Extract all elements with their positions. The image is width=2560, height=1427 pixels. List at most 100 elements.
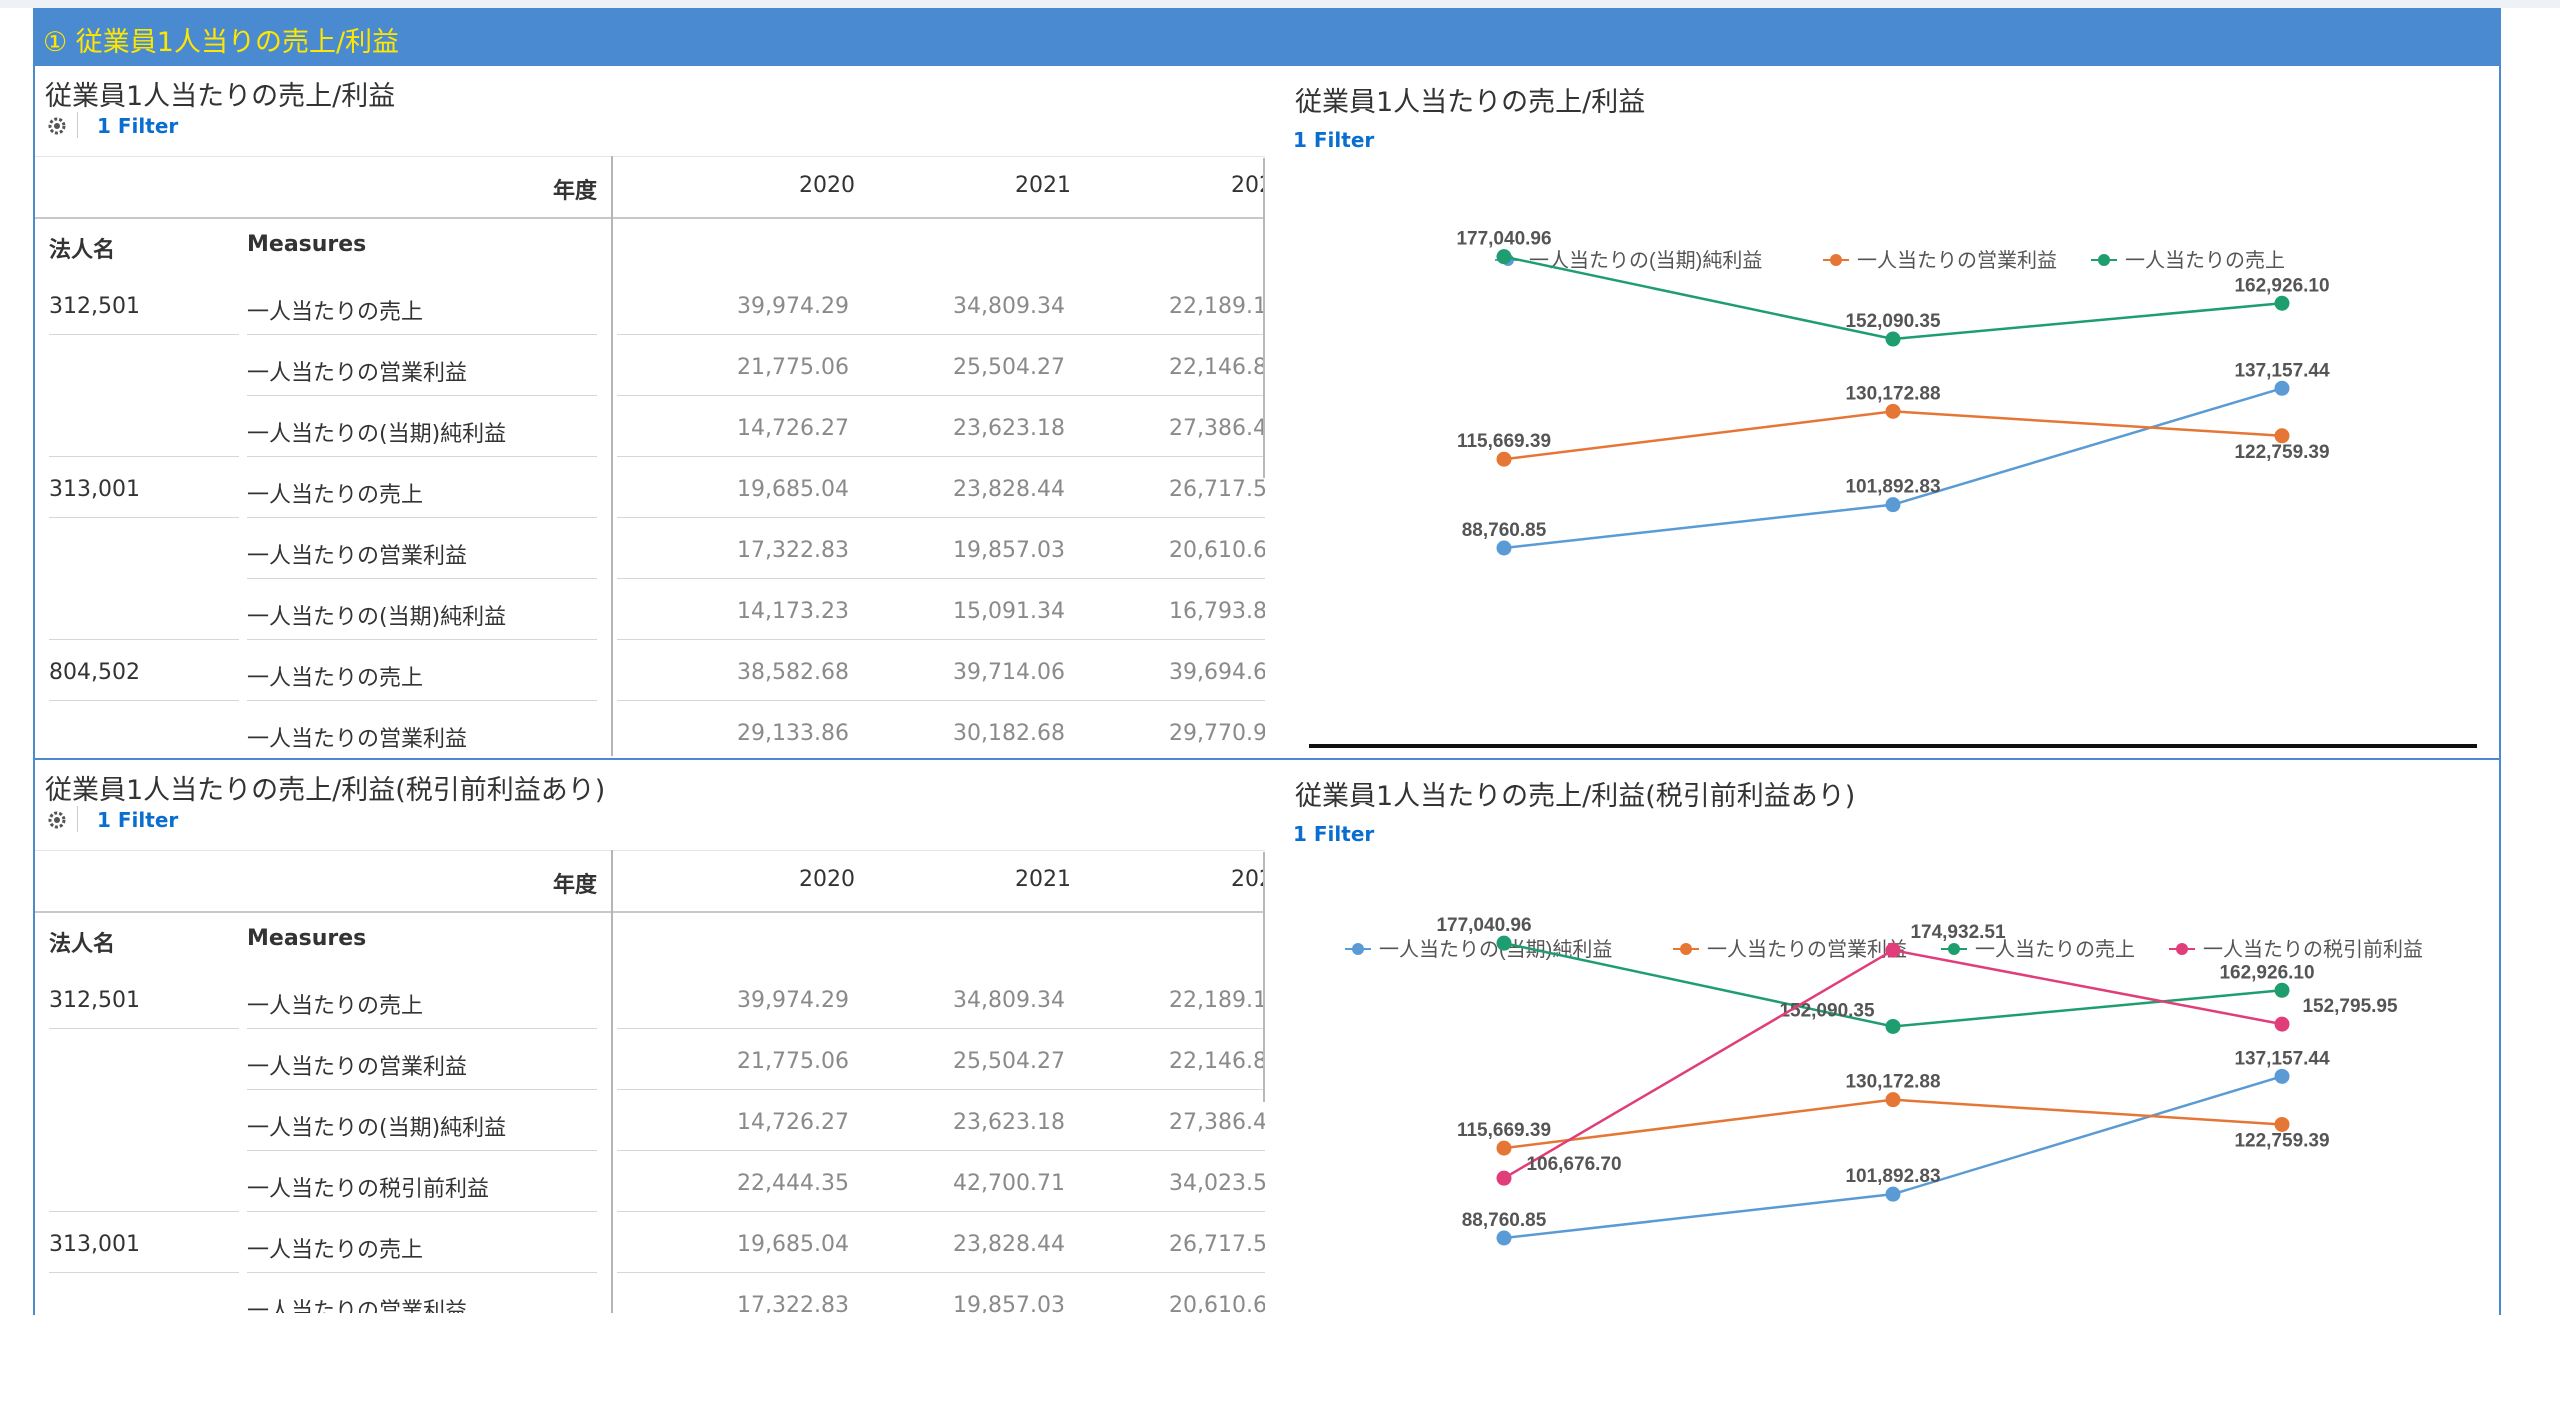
filter-link[interactable]: 1 Filter (97, 808, 179, 832)
value-cell[interactable]: 19,857.03 (953, 1293, 1065, 1313)
legend-item[interactable]: 一人当たりの売上 (2091, 249, 2285, 272)
measure-cell[interactable]: 一人当たりの売上 (247, 666, 424, 691)
legend-item[interactable]: 一人当たりの営業利益 (1823, 249, 2057, 272)
value-cell[interactable]: 17,322.83 (737, 538, 849, 563)
measure-cell[interactable]: 一人当たりの税引前利益 (247, 1177, 490, 1202)
measure-cell[interactable]: 一人当たりの(当期)純利益 (247, 605, 507, 630)
value-cell[interactable]: 38,582.68 (737, 660, 849, 685)
legend-marker (1352, 943, 1364, 955)
measure-cell[interactable]: 一人当たりの営業利益 (247, 361, 468, 386)
value-cell[interactable]: 42,700.71 (953, 1171, 1065, 1196)
filter-link[interactable]: 1 Filter (97, 114, 179, 138)
data-label: 152,795.95 (2302, 996, 2398, 1017)
data-point (1496, 249, 1512, 265)
value-cell[interactable]: 15,091.34 (953, 599, 1065, 624)
year-header[interactable]: 年度 (553, 179, 598, 204)
legend-item[interactable]: 一人当たりの税引前利益 (2169, 938, 2423, 961)
measure-cell[interactable]: 一人当たりの売上 (247, 1238, 424, 1263)
cell-underline (247, 517, 597, 518)
value-cell[interactable]: 22,189.19 (1169, 988, 1265, 1013)
value-cell[interactable]: 30,182.68 (953, 721, 1065, 746)
cell-underline (1051, 456, 1265, 457)
cell-underline (617, 517, 835, 518)
value-cell[interactable]: 22,146.83 (1169, 1049, 1265, 1074)
value-cell[interactable]: 25,504.27 (953, 1049, 1065, 1074)
value-cell[interactable]: 29,133.86 (737, 721, 849, 746)
value-cell[interactable]: 19,857.03 (953, 538, 1065, 563)
legend-item[interactable]: 一人当たりの(当期)純利益 (1345, 938, 1612, 961)
measure-cell[interactable]: 一人当たりの営業利益 (247, 1055, 468, 1080)
entity-cell[interactable]: 312,501 (49, 988, 140, 1013)
year-column-header[interactable]: 2022 (1231, 867, 1265, 892)
year-column-header[interactable]: 2020 (799, 173, 855, 198)
entity-cell[interactable]: 313,001 (49, 1232, 140, 1257)
value-cell[interactable]: 22,189.19 (1169, 294, 1265, 319)
data-label: 88,760.85 (1462, 520, 1547, 541)
scrollbar-thumb[interactable] (1263, 852, 1265, 1102)
legend-marker (2176, 943, 2188, 955)
legend-label: 一人当たりの営業利益 (1707, 938, 1907, 961)
entity-cell[interactable]: 313,001 (49, 477, 140, 502)
value-cell[interactable]: 21,775.06 (737, 1049, 849, 1074)
entity-column-header[interactable]: 法人名 (49, 238, 116, 263)
measure-cell[interactable]: 一人当たりの売上 (247, 483, 424, 508)
measure-cell[interactable]: 一人当たりの売上 (247, 300, 424, 325)
value-cell[interactable]: 17,322.83 (737, 1293, 849, 1313)
settings-icon[interactable] (47, 116, 67, 136)
value-cell[interactable]: 23,623.18 (953, 416, 1065, 441)
value-cell[interactable]: 39,714.06 (953, 660, 1065, 685)
value-cell[interactable]: 19,685.04 (737, 477, 849, 502)
section-header: ① 従業員1人当りの売上/利益 (33, 8, 2501, 66)
year-header[interactable]: 年度 (553, 873, 598, 898)
value-cell[interactable]: 25,504.27 (953, 355, 1065, 380)
value-cell[interactable]: 19,685.04 (737, 1232, 849, 1257)
value-cell[interactable]: 16,793.89 (1169, 599, 1265, 624)
value-cell[interactable]: 29,770.99 (1169, 721, 1265, 746)
entity-cell[interactable]: 804,502 (49, 660, 140, 685)
value-cell[interactable]: 21,775.06 (737, 355, 849, 380)
table-row: 一人当たりの税引前利益 22,444.35 42,700.71 34,023.50 (35, 1153, 1265, 1214)
value-cell[interactable]: 14,726.27 (737, 416, 849, 441)
year-column-header[interactable]: 2020 (799, 867, 855, 892)
filter-link[interactable]: 1 Filter (1293, 822, 1375, 846)
value-cell[interactable]: 14,173.23 (737, 599, 849, 624)
year-column-header[interactable]: 2022 (1231, 173, 1265, 198)
legend-item[interactable]: 一人当たりの売上 (1941, 938, 2135, 961)
value-cell[interactable]: 34,809.34 (953, 294, 1065, 319)
measures-column-header[interactable]: Measures (247, 232, 367, 257)
value-cell[interactable]: 26,717.56 (1169, 1232, 1265, 1257)
value-cell[interactable]: 22,444.35 (737, 1171, 849, 1196)
measure-cell[interactable]: 一人当たりの売上 (247, 994, 424, 1019)
series-line (1503, 948, 2283, 1180)
value-cell[interactable]: 39,694.66 (1169, 660, 1265, 685)
entity-column-header[interactable]: 法人名 (49, 932, 116, 957)
year-column-header[interactable]: 2021 (1015, 173, 1071, 198)
value-cell[interactable]: 39,974.29 (737, 988, 849, 1013)
value-cell[interactable]: 14,726.27 (737, 1110, 849, 1135)
settings-icon[interactable] (47, 810, 67, 830)
value-cell[interactable]: 20,610.69 (1169, 1293, 1265, 1313)
value-cell[interactable]: 20,610.69 (1169, 538, 1265, 563)
measures-column-header[interactable]: Measures (247, 926, 367, 951)
value-cell[interactable]: 23,623.18 (953, 1110, 1065, 1135)
value-cell[interactable]: 27,386.48 (1169, 1110, 1265, 1135)
value-cell[interactable]: 23,828.44 (953, 477, 1065, 502)
value-cell[interactable]: 26,717.56 (1169, 477, 1265, 502)
filter-link[interactable]: 1 Filter (1293, 128, 1375, 152)
value-cell[interactable]: 22,146.83 (1169, 355, 1265, 380)
measure-cell[interactable]: 一人当たりの営業利益 (247, 1299, 468, 1313)
value-cell[interactable]: 39,974.29 (737, 294, 849, 319)
measure-cell[interactable]: 一人当たりの(当期)純利益 (247, 1116, 507, 1141)
legend-item[interactable]: 一人当たりの営業利益 (1673, 938, 1907, 961)
measure-cell[interactable]: 一人当たりの営業利益 (247, 727, 468, 752)
year-column-header[interactable]: 2021 (1015, 867, 1071, 892)
entity-cell[interactable]: 312,501 (49, 294, 140, 319)
measure-cell[interactable]: 一人当たりの(当期)純利益 (247, 422, 507, 447)
value-cell[interactable]: 34,809.34 (953, 988, 1065, 1013)
value-cell[interactable]: 23,828.44 (953, 1232, 1065, 1257)
value-cell[interactable]: 34,023.50 (1169, 1171, 1265, 1196)
value-cell[interactable]: 27,386.48 (1169, 416, 1265, 441)
measure-cell[interactable]: 一人当たりの営業利益 (247, 544, 468, 569)
legend-item[interactable]: 一人当たりの(当期)純利益 (1495, 249, 1762, 272)
scrollbar-thumb[interactable] (1263, 158, 1265, 478)
